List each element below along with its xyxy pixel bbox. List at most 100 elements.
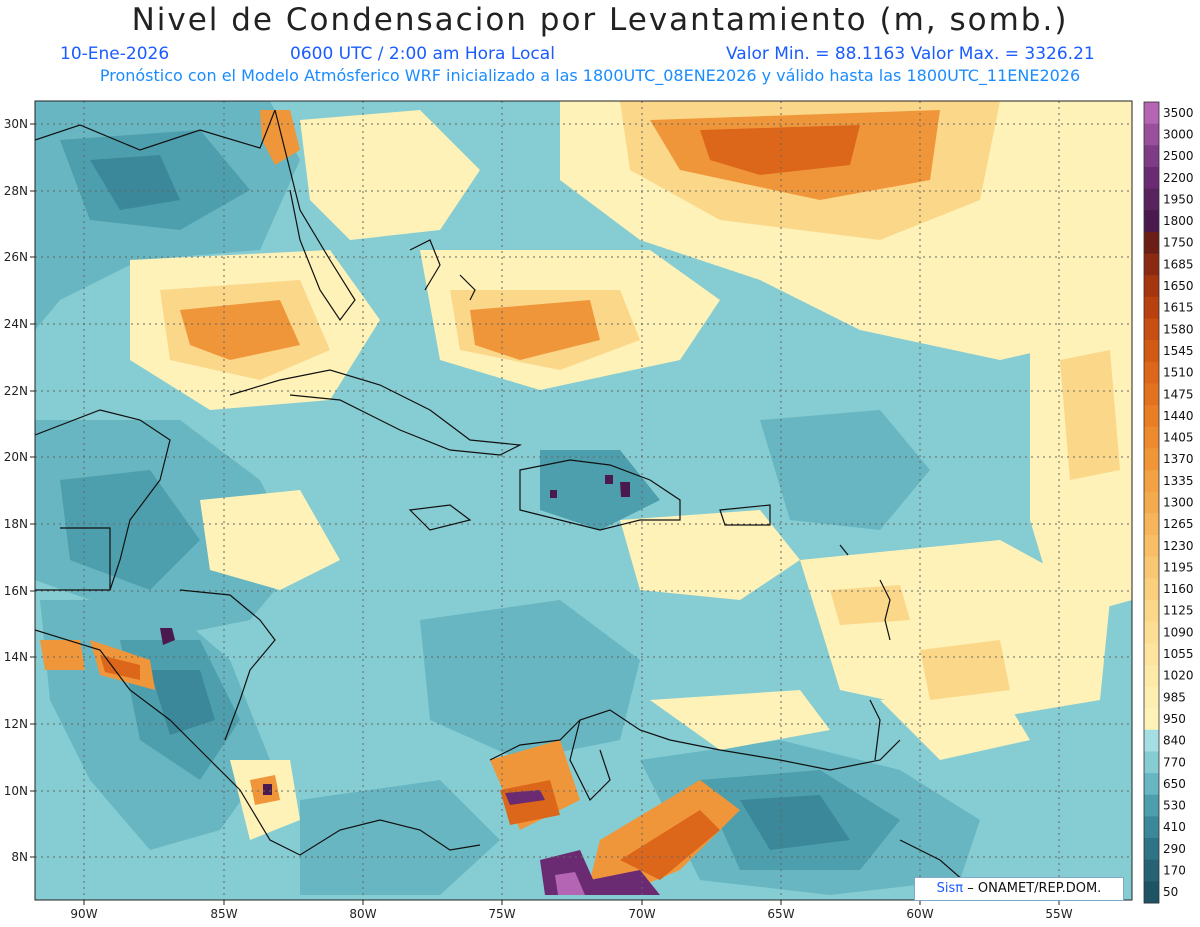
lat-label: 20N (4, 450, 28, 464)
colorbar-label: 2500 (1163, 149, 1194, 163)
colorbar-label: 410 (1163, 820, 1186, 834)
colorbar-swatch (1144, 859, 1159, 882)
min-max-values: Valor Min. = 88.1163 Valor Max. = 3326.2… (726, 44, 1095, 64)
colorbar-swatch (1144, 751, 1159, 774)
lon-label: 90W (70, 907, 97, 921)
colorbar-swatch (1144, 383, 1159, 406)
latitude-labels: 30N 28N 26N 24N 22N 20N 18N 16N 14N 12N … (4, 117, 28, 864)
colorbar-swatch (1144, 686, 1159, 709)
lon-label: 60W (906, 907, 933, 921)
lat-label: 8N (11, 850, 28, 864)
colorbar-label: 1195 (1163, 560, 1194, 574)
lon-label: 85W (210, 907, 237, 921)
colorbar-label: 290 (1163, 842, 1186, 856)
lat-label: 10N (4, 784, 28, 798)
forecast-date: 10-Ene-2026 (60, 44, 170, 64)
colorbar-label: 1335 (1163, 474, 1194, 488)
colorbar-swatch (1144, 253, 1159, 276)
lon-label: 65W (767, 907, 794, 921)
lon-label: 55W (1045, 907, 1072, 921)
colorbar-swatch (1144, 881, 1159, 904)
colorbar-swatch (1144, 816, 1159, 839)
colorbar-label: 1055 (1163, 647, 1194, 661)
colorbar-swatch (1144, 773, 1159, 796)
graticule (35, 101, 1132, 900)
colorbar-swatch (1144, 405, 1159, 428)
colorbar: 3500 3000 2500 2200 1950 1800 1750 1685 1650 1615… (1143, 101, 1194, 904)
colorbar-label: 840 (1163, 734, 1186, 748)
lat-label: 26N (4, 250, 28, 264)
colorbar-label: 1265 (1163, 517, 1194, 531)
colorbar-label: 2200 (1163, 171, 1194, 185)
colorbar-swatch (1144, 296, 1159, 319)
colorbar-label: 1300 (1163, 496, 1194, 510)
colorbar-label: 1685 (1163, 257, 1194, 271)
colorbar-swatch (1144, 556, 1159, 579)
colorbar-label: 1370 (1163, 452, 1194, 466)
colorbar-swatch (1144, 145, 1159, 168)
colorbar-label: 3000 (1163, 127, 1194, 141)
colorbar-swatch (1144, 794, 1159, 817)
lat-label: 22N (4, 384, 28, 398)
credit-brand: Sisπ (936, 881, 964, 896)
colorbar-label: 650 (1163, 777, 1186, 791)
colorbar-label: 530 (1163, 799, 1186, 813)
colorbar-swatch (1144, 123, 1159, 146)
tick-marks (30, 123, 1060, 905)
colorbar-swatch (1144, 664, 1159, 688)
colorbar-frame (1143, 101, 1160, 904)
colorbar-label: 1650 (1163, 279, 1194, 293)
colorbar-label: 50 (1163, 885, 1178, 899)
lon-label: 80W (349, 907, 376, 921)
colorbar-label: 1580 (1163, 322, 1194, 336)
credit-box: Sisπ – ONAMET/REP.DOM. (914, 877, 1124, 901)
coastlines (35, 109, 981, 896)
forecast-time: 0600 UTC / 2:00 am Hora Local (290, 44, 555, 64)
colorbar-label: 985 (1163, 690, 1186, 704)
colorbar-label: 1750 (1163, 236, 1194, 250)
colorbar-swatch (1144, 318, 1159, 341)
colorbar-swatch (1144, 210, 1159, 233)
colorbar-swatch (1144, 340, 1159, 363)
lat-label: 28N (4, 184, 28, 198)
colorbar-swatch (1144, 448, 1159, 471)
forecast-note: Pronóstico con el Modelo Atmósferico WRF… (99, 66, 1081, 85)
colorbar-swatch (1144, 621, 1159, 644)
map-title: Nivel de Condensacion por Levantamiento … (131, 2, 1069, 38)
colorbar-label: 1230 (1163, 539, 1194, 553)
colorbar-swatch (1144, 275, 1159, 298)
colorbar-swatch (1144, 643, 1159, 666)
colorbar-swatch (1144, 166, 1159, 190)
colorbar-swatch (1144, 729, 1159, 752)
colorbar-label: 1545 (1163, 344, 1194, 358)
colorbar-swatch (1144, 838, 1159, 861)
colorbar-swatch (1144, 491, 1159, 514)
colorbar-label: 1405 (1163, 431, 1194, 445)
colorbar-label: 1510 (1163, 366, 1194, 380)
lat-label: 12N (4, 717, 28, 731)
colorbar-label: 1950 (1163, 192, 1194, 206)
colorbar-label: 170 (1163, 864, 1186, 878)
credit-org: – ONAMET/REP.DOM. (967, 881, 1102, 896)
lat-label: 16N (4, 584, 28, 598)
lon-label: 75W (488, 907, 515, 921)
colorbar-label: 950 (1163, 712, 1186, 726)
map-frame (34, 100, 1133, 901)
colorbar-label: 1440 (1163, 409, 1194, 423)
colorbar-swatch (1144, 534, 1159, 558)
colorbar-label: 3500 (1163, 106, 1194, 120)
lat-label: 14N (4, 650, 28, 664)
lat-label: 24N (4, 317, 28, 331)
colorbar-swatch (1144, 361, 1159, 384)
colorbar-label: 770 (1163, 755, 1186, 769)
colorbar-swatch (1144, 599, 1159, 623)
colorbar-swatch (1144, 708, 1159, 731)
colorbar-swatch (1144, 578, 1159, 601)
colorbar-swatch (1144, 188, 1159, 211)
colorbar-label: 1125 (1163, 604, 1194, 618)
colorbar-swatch (1144, 470, 1159, 493)
colorbar-label: 1800 (1163, 214, 1194, 228)
lcl-field (35, 101, 1132, 900)
colorbar-label: 1090 (1163, 625, 1194, 639)
